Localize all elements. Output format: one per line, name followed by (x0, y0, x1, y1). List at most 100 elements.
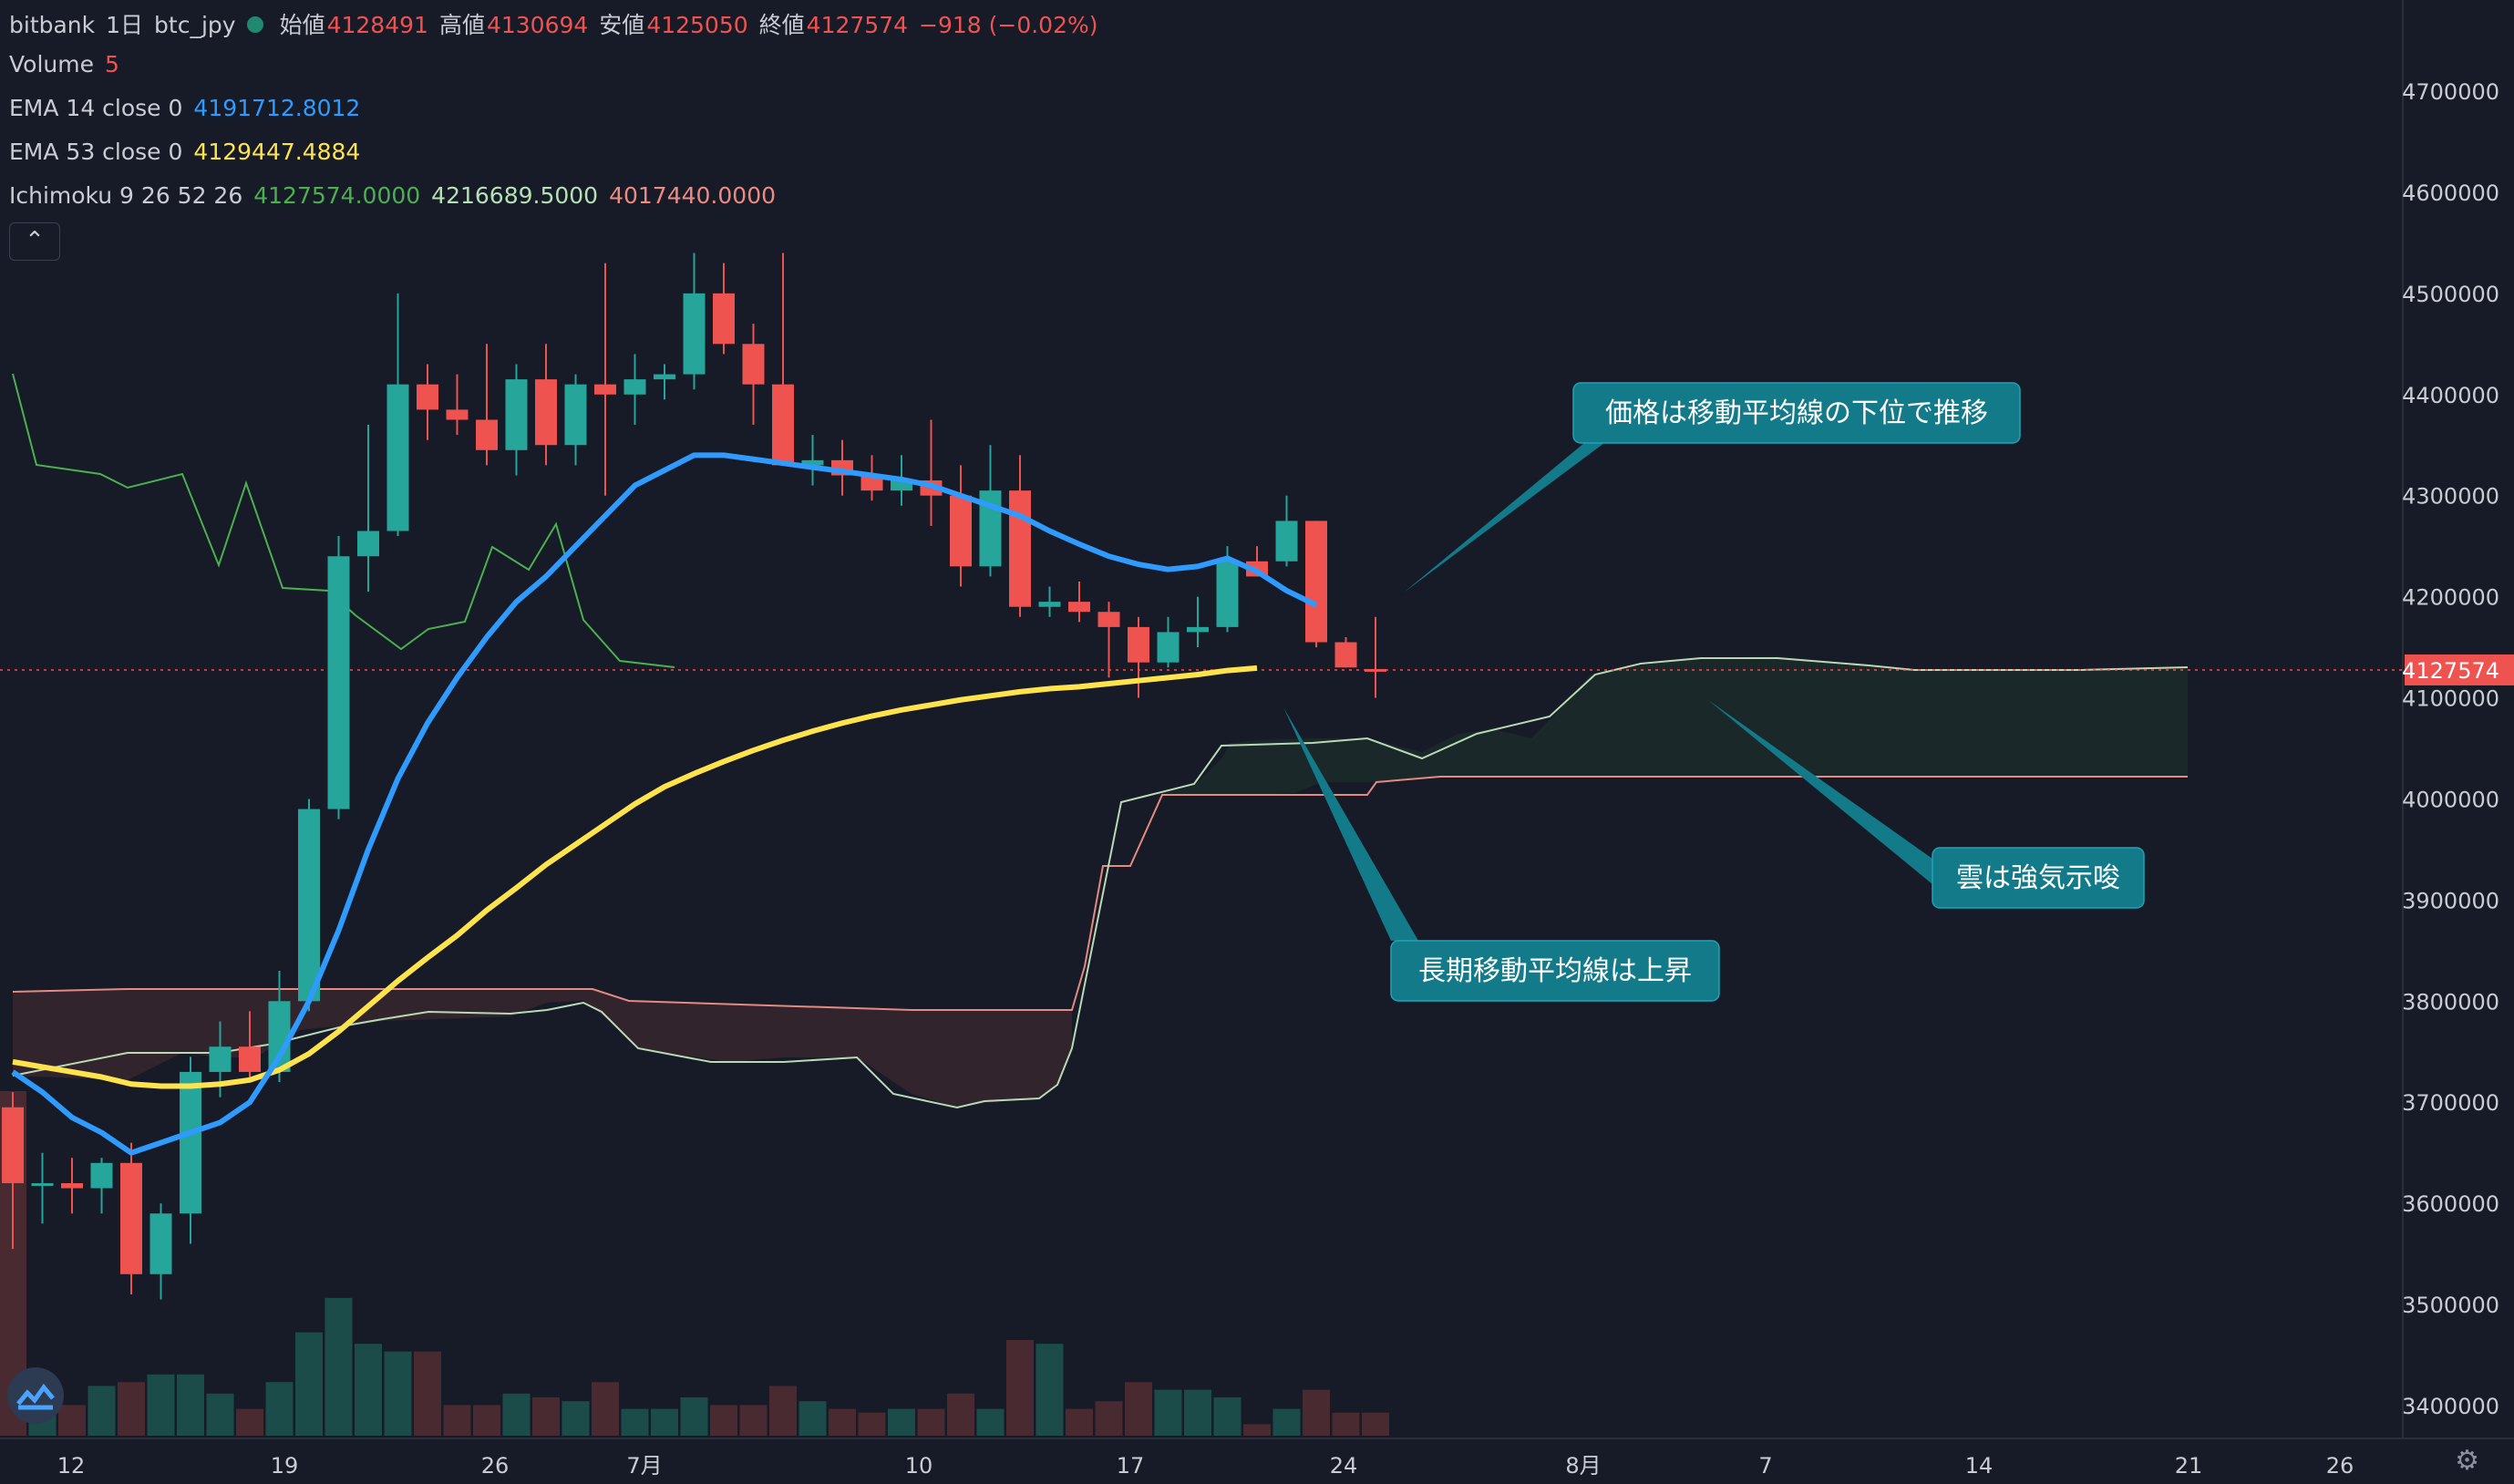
change-value: −918 (−0.02%) (919, 12, 1098, 38)
ema53-label: EMA 53 close 0 (9, 139, 183, 165)
candle-body[interactable] (1068, 602, 1090, 613)
candle-body[interactable] (386, 384, 409, 531)
candle-body[interactable] (594, 384, 616, 395)
volume-bar (177, 1374, 204, 1436)
volume-bar (976, 1408, 1005, 1436)
volume-bar (147, 1374, 175, 1436)
candle-body[interactable] (654, 374, 675, 380)
volume-legend[interactable]: Volume 5 (9, 51, 130, 77)
volume-bar (443, 1405, 471, 1436)
price-tick-label: 4100000 (2402, 686, 2499, 712)
ema14-value: 4191712.8012 (193, 95, 361, 121)
time-tick-label: 10 (905, 1453, 933, 1479)
candle-body[interactable] (1216, 561, 1239, 627)
candle-body[interactable] (239, 1046, 261, 1072)
volume-bar (1362, 1412, 1389, 1436)
time-tick-label: 12 (57, 1453, 86, 1479)
annotation-box[interactable] (1390, 940, 1720, 1002)
candle-body[interactable] (950, 495, 972, 567)
candle-body[interactable] (683, 293, 706, 375)
candle-body[interactable] (446, 409, 469, 420)
candle-body[interactable] (1365, 668, 1386, 672)
candle-body[interactable] (209, 1046, 232, 1072)
ichimoku-legend[interactable]: Ichimoku 9 26 52 26 4127574.0000 4216689.5… (9, 182, 787, 209)
volume-bar (769, 1386, 797, 1436)
candle-body[interactable] (476, 419, 498, 450)
time-tick-label: 26 (481, 1453, 510, 1479)
candle-body[interactable] (1334, 642, 1357, 668)
interval-label[interactable]: 1日 (106, 12, 144, 38)
candle-body[interactable] (1038, 602, 1061, 607)
candle-body[interactable] (564, 384, 587, 446)
close-label: 終値 (758, 12, 805, 38)
exchange-name: bitbank (9, 12, 96, 38)
candle-body[interactable] (1009, 490, 1031, 607)
candle-body[interactable] (772, 384, 794, 466)
volume-bar (1154, 1389, 1182, 1436)
candle-body[interactable] (1305, 520, 1327, 643)
candle-body[interactable] (713, 293, 735, 345)
volume-bar (710, 1405, 737, 1436)
candle-body[interactable] (1157, 632, 1180, 663)
candle-body[interactable] (90, 1162, 113, 1189)
volume-bar (118, 1382, 145, 1436)
candle-body[interactable] (505, 379, 528, 450)
candle-body[interactable] (1097, 612, 1120, 627)
annotation-box[interactable] (1572, 382, 2021, 444)
volume-value: 5 (104, 51, 119, 77)
volume-bar (325, 1297, 353, 1436)
price-tick-label: 4400000 (2402, 383, 2499, 408)
candle-body[interactable] (327, 556, 350, 809)
candle-body[interactable] (31, 1182, 54, 1186)
candle-body[interactable] (149, 1213, 172, 1274)
high-value: 4130694 (486, 12, 589, 38)
tradingview-logo-icon[interactable] (7, 1367, 64, 1424)
candle-body[interactable] (535, 379, 557, 446)
ichimoku-value-1: 4127574.0000 (253, 182, 421, 209)
volume-bar (355, 1344, 382, 1436)
annotation-box[interactable] (1932, 847, 2145, 909)
chevron-up-icon[interactable]: ⌃ (9, 222, 60, 261)
candle-body[interactable] (891, 480, 912, 491)
volume-bar (1125, 1382, 1152, 1436)
candle-body[interactable] (1275, 520, 1298, 562)
symbol-legend: bitbank 1日 btc_jpy 始値4128491 高値4130694 安値4125… (9, 7, 1109, 40)
volume-bar (532, 1397, 560, 1436)
price-tick-label: 4200000 (2402, 585, 2499, 611)
bearish-cloud (13, 989, 1072, 1108)
time-tick-label: 26 (2326, 1453, 2354, 1479)
ema14-legend[interactable]: EMA 14 close 0 4191712.8012 (9, 95, 371, 121)
candle-body[interactable] (120, 1162, 142, 1274)
candle-body[interactable] (623, 379, 646, 395)
volume-bar (1066, 1408, 1093, 1436)
candle-body[interactable] (2, 1107, 24, 1183)
volume-bar (473, 1405, 500, 1436)
volume-bar (502, 1393, 531, 1436)
ema53-legend[interactable]: EMA 53 close 0 4129447.4884 (9, 139, 371, 165)
candle-body[interactable] (860, 475, 883, 491)
time-tick-label: 24 (1330, 1453, 1358, 1479)
volume-bar (799, 1401, 827, 1436)
gear-icon[interactable]: ⚙ (2455, 1445, 2479, 1477)
candle-body[interactable] (801, 459, 824, 466)
price-tick-label: 3600000 (2402, 1191, 2499, 1217)
volume-bar (680, 1397, 708, 1436)
candle-body[interactable] (357, 531, 379, 557)
price-tick-label: 4700000 (2402, 79, 2499, 105)
volume-bar (58, 1405, 86, 1436)
volume-bar (858, 1412, 886, 1436)
candle-body[interactable] (298, 809, 320, 1002)
candle-body[interactable] (1187, 626, 1209, 633)
candle-body[interactable] (180, 1071, 201, 1214)
volume-bar (621, 1408, 649, 1436)
volume-bar (1272, 1408, 1301, 1436)
low-value: 4125050 (646, 12, 748, 38)
candle-body[interactable] (742, 344, 765, 385)
volume-bar (1243, 1424, 1271, 1436)
ema53-value: 4129447.4884 (193, 139, 361, 165)
volume-bar (1184, 1389, 1211, 1436)
candle-body[interactable] (61, 1182, 83, 1189)
candle-body[interactable] (417, 384, 438, 410)
candle-body[interactable] (1128, 626, 1149, 663)
